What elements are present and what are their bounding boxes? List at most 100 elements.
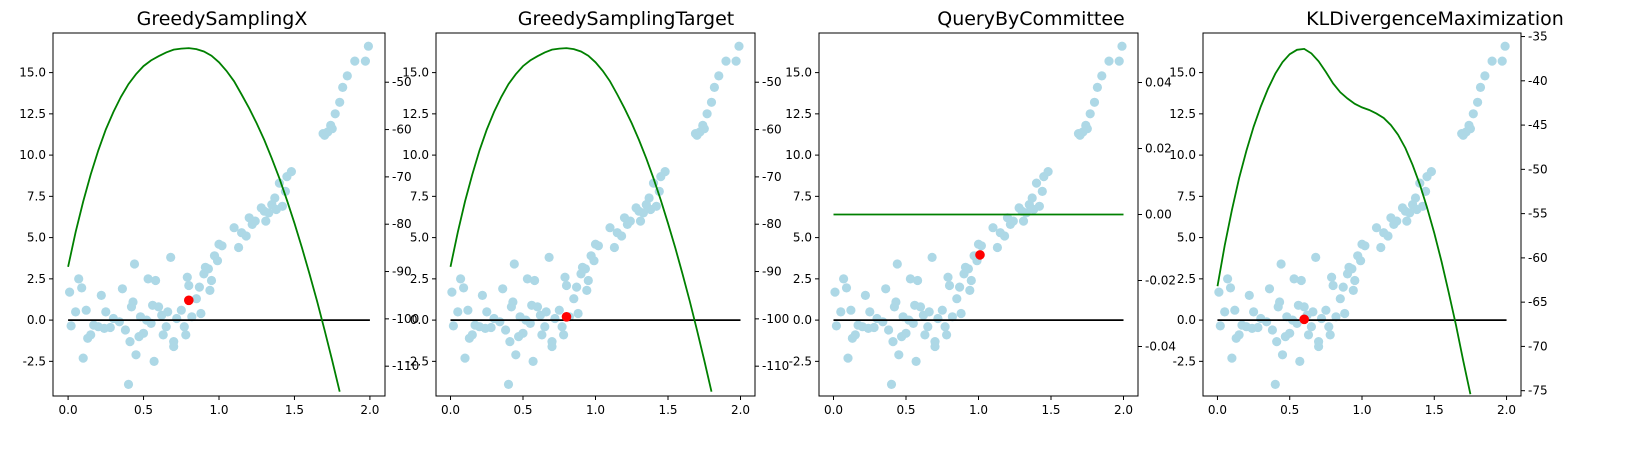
data-point xyxy=(886,379,897,389)
y-tick-label: 15.0 xyxy=(785,66,812,80)
selected-point xyxy=(184,295,194,306)
x-tick-label: 1.5 xyxy=(285,403,304,417)
data-point xyxy=(617,231,627,241)
data-point xyxy=(1285,328,1295,338)
subplot-query-by-committee: QueryByCommittee 0.0 0.5 1.0 1.5 2.0-2.50.02… xyxy=(785,8,1176,417)
data-point xyxy=(699,124,709,134)
data-point xyxy=(241,231,251,241)
y-tick-label: 12.5 xyxy=(402,107,429,121)
data-point xyxy=(518,328,528,338)
x-tick-label: 0.0 xyxy=(1208,403,1227,417)
data-point xyxy=(129,259,140,269)
data-point xyxy=(467,330,477,340)
data-point xyxy=(363,41,373,51)
y-tick-label: 15.0 xyxy=(402,66,429,80)
data-point xyxy=(831,321,842,331)
data-point xyxy=(1223,274,1233,284)
data-point xyxy=(74,274,84,284)
data-point xyxy=(1303,330,1314,340)
x-tick-label: 0.0 xyxy=(59,403,78,417)
y2-tick-label: 0.04 xyxy=(1145,76,1172,90)
data-point xyxy=(1480,71,1490,81)
data-point xyxy=(498,284,508,294)
data-point xyxy=(166,252,176,262)
data-point xyxy=(194,282,204,292)
data-point xyxy=(830,287,840,297)
data-point xyxy=(702,109,712,119)
data-point xyxy=(482,307,492,317)
y-tick-label: 5.0 xyxy=(410,231,429,245)
data-point xyxy=(540,322,550,332)
y2-tick-label: -100 xyxy=(392,312,419,326)
data-point xyxy=(1392,216,1402,226)
y-tick-label: 7.5 xyxy=(793,189,812,203)
y-tick-label: 10.0 xyxy=(785,148,812,162)
data-point xyxy=(495,317,505,327)
data-point xyxy=(131,350,141,360)
x-tick-label: 1.5 xyxy=(1041,403,1060,417)
data-point xyxy=(547,341,557,352)
y2-tick-label: -100 xyxy=(762,312,789,326)
data-point xyxy=(734,41,744,51)
y-tick-label: -2.5 xyxy=(1173,354,1196,368)
data-point xyxy=(1402,216,1412,226)
data-point xyxy=(944,280,955,291)
data-point xyxy=(71,307,81,317)
data-point xyxy=(1097,71,1107,81)
axes-frame xyxy=(1202,32,1522,397)
axes: 0.0 0.5 1.0 1.5 2.0 -2.5 0.0 2.5 5.0 7.5 10.0 12.5 1… xyxy=(19,32,419,417)
data-point xyxy=(933,313,943,324)
x-tick-label: 0.5 xyxy=(896,403,915,417)
data-point xyxy=(1034,201,1044,211)
data-point xyxy=(161,322,171,332)
y-tick-label: 10.0 xyxy=(19,148,46,162)
data-point xyxy=(1350,275,1360,286)
data-point xyxy=(572,282,582,292)
data-point xyxy=(114,317,124,327)
subplot-greedy-sampling-x: GreedySamplingX 0.0 0.5 1.0 1.5 2.0 -2.5 0.0 2.… xyxy=(19,8,419,417)
data-point xyxy=(503,379,514,389)
subplot-greedy-sampling-target: GreedySamplingTarget 0.0 0.5 1.0 1.5 2.0 -2.5… xyxy=(402,8,789,417)
x-tick-label: 2.0 xyxy=(1497,403,1516,417)
data-point xyxy=(151,275,161,286)
y2-tick-label: -80 xyxy=(762,217,782,231)
data-point xyxy=(234,242,244,253)
chart-title: GreedySamplingX xyxy=(137,8,308,30)
data-point xyxy=(1267,325,1277,335)
data-point xyxy=(869,322,879,333)
acquisition-curve xyxy=(1216,47,1472,395)
data-point xyxy=(888,337,898,347)
data-point xyxy=(1230,305,1240,315)
data-point xyxy=(927,252,937,262)
data-point xyxy=(609,242,620,253)
data-point xyxy=(179,322,189,332)
y2-tick-label: -40 xyxy=(1528,74,1548,88)
data-point xyxy=(1487,56,1497,66)
data-point xyxy=(573,308,583,319)
data-point xyxy=(1497,56,1507,66)
data-point xyxy=(1043,167,1053,177)
data-point xyxy=(561,280,572,291)
data-point xyxy=(1335,294,1345,304)
data-point xyxy=(1018,216,1029,226)
data-point xyxy=(1008,216,1018,226)
selected-point xyxy=(1299,314,1309,325)
y2-tick-label: -70 xyxy=(392,170,412,184)
axes: 0.0 0.5 1.0 1.5 2.0 -2.5 0.0 2.5 5.0 7.5 10.0 12.5 1… xyxy=(402,32,789,417)
data-point xyxy=(128,297,138,307)
data-point xyxy=(217,241,227,251)
acquisition-curve xyxy=(67,47,341,392)
data-point xyxy=(992,242,1003,253)
data-point xyxy=(550,313,560,324)
data-point xyxy=(537,330,547,340)
data-point xyxy=(1299,302,1309,312)
data-point xyxy=(1262,317,1272,327)
data-point xyxy=(1092,82,1102,92)
data-point xyxy=(203,264,213,274)
data-point xyxy=(1314,341,1324,352)
data-point xyxy=(360,56,370,66)
y2-tick-label: -50 xyxy=(762,75,782,89)
y-tick-label: 15.0 xyxy=(19,66,46,80)
data-point xyxy=(709,82,720,92)
data-point xyxy=(923,322,933,332)
